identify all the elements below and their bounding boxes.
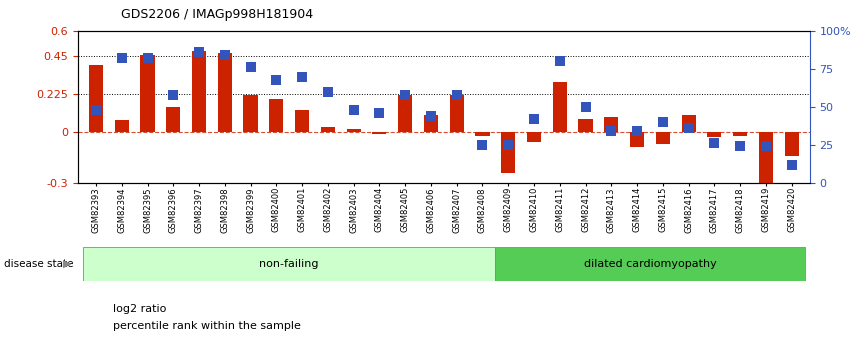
Point — [140, 56, 154, 61]
Bar — [475, 132, 489, 136]
Bar — [114, 120, 129, 132]
Point — [269, 77, 283, 82]
Bar — [89, 65, 103, 132]
Point — [166, 92, 180, 98]
Bar — [423, 115, 438, 132]
Text: log2 ratio: log2 ratio — [113, 304, 166, 314]
Point — [475, 142, 489, 148]
Text: dilated cardiomyopathy: dilated cardiomyopathy — [584, 259, 716, 269]
Bar — [83, 247, 495, 281]
Bar — [346, 129, 361, 132]
Point — [578, 104, 592, 110]
Bar — [759, 132, 773, 183]
Text: non-failing: non-failing — [260, 259, 319, 269]
Point — [630, 128, 644, 134]
Point — [501, 142, 515, 148]
Point — [449, 92, 463, 98]
Text: GDS2206 / IMAGp998H181904: GDS2206 / IMAGp998H181904 — [121, 8, 313, 21]
Point — [192, 50, 206, 55]
Bar — [449, 95, 464, 132]
Bar — [630, 132, 644, 147]
Bar — [217, 53, 232, 132]
Bar — [527, 132, 541, 142]
Bar — [578, 119, 592, 132]
Bar — [682, 115, 695, 132]
Bar — [269, 99, 283, 132]
Bar — [495, 247, 805, 281]
Point — [734, 144, 747, 149]
Point — [527, 116, 541, 122]
Bar — [553, 82, 567, 132]
Point — [346, 107, 360, 113]
Point — [321, 89, 335, 95]
Point — [682, 126, 695, 131]
Point — [604, 128, 618, 134]
Bar — [501, 132, 515, 173]
Point — [656, 119, 669, 125]
Bar — [243, 95, 258, 132]
Bar — [785, 132, 798, 156]
Point — [708, 141, 721, 146]
Bar — [140, 55, 155, 132]
Bar — [372, 132, 386, 134]
Point — [398, 92, 412, 98]
Point — [243, 65, 257, 70]
Bar — [166, 107, 180, 132]
Bar — [295, 110, 309, 132]
Point — [785, 162, 798, 167]
Text: percentile rank within the sample: percentile rank within the sample — [113, 321, 301, 331]
Bar — [604, 117, 618, 132]
Point — [372, 110, 386, 116]
Bar — [192, 51, 206, 132]
Point — [759, 144, 772, 149]
Bar — [733, 132, 747, 136]
Point — [115, 56, 129, 61]
Bar — [656, 132, 670, 144]
Text: ▶: ▶ — [63, 259, 72, 269]
Bar — [320, 127, 335, 132]
Bar — [398, 95, 412, 132]
Bar — [708, 132, 721, 137]
Point — [218, 52, 232, 58]
Point — [424, 113, 438, 119]
Point — [295, 74, 309, 79]
Point — [553, 59, 566, 64]
Point — [89, 107, 103, 113]
Text: disease state: disease state — [4, 259, 74, 269]
